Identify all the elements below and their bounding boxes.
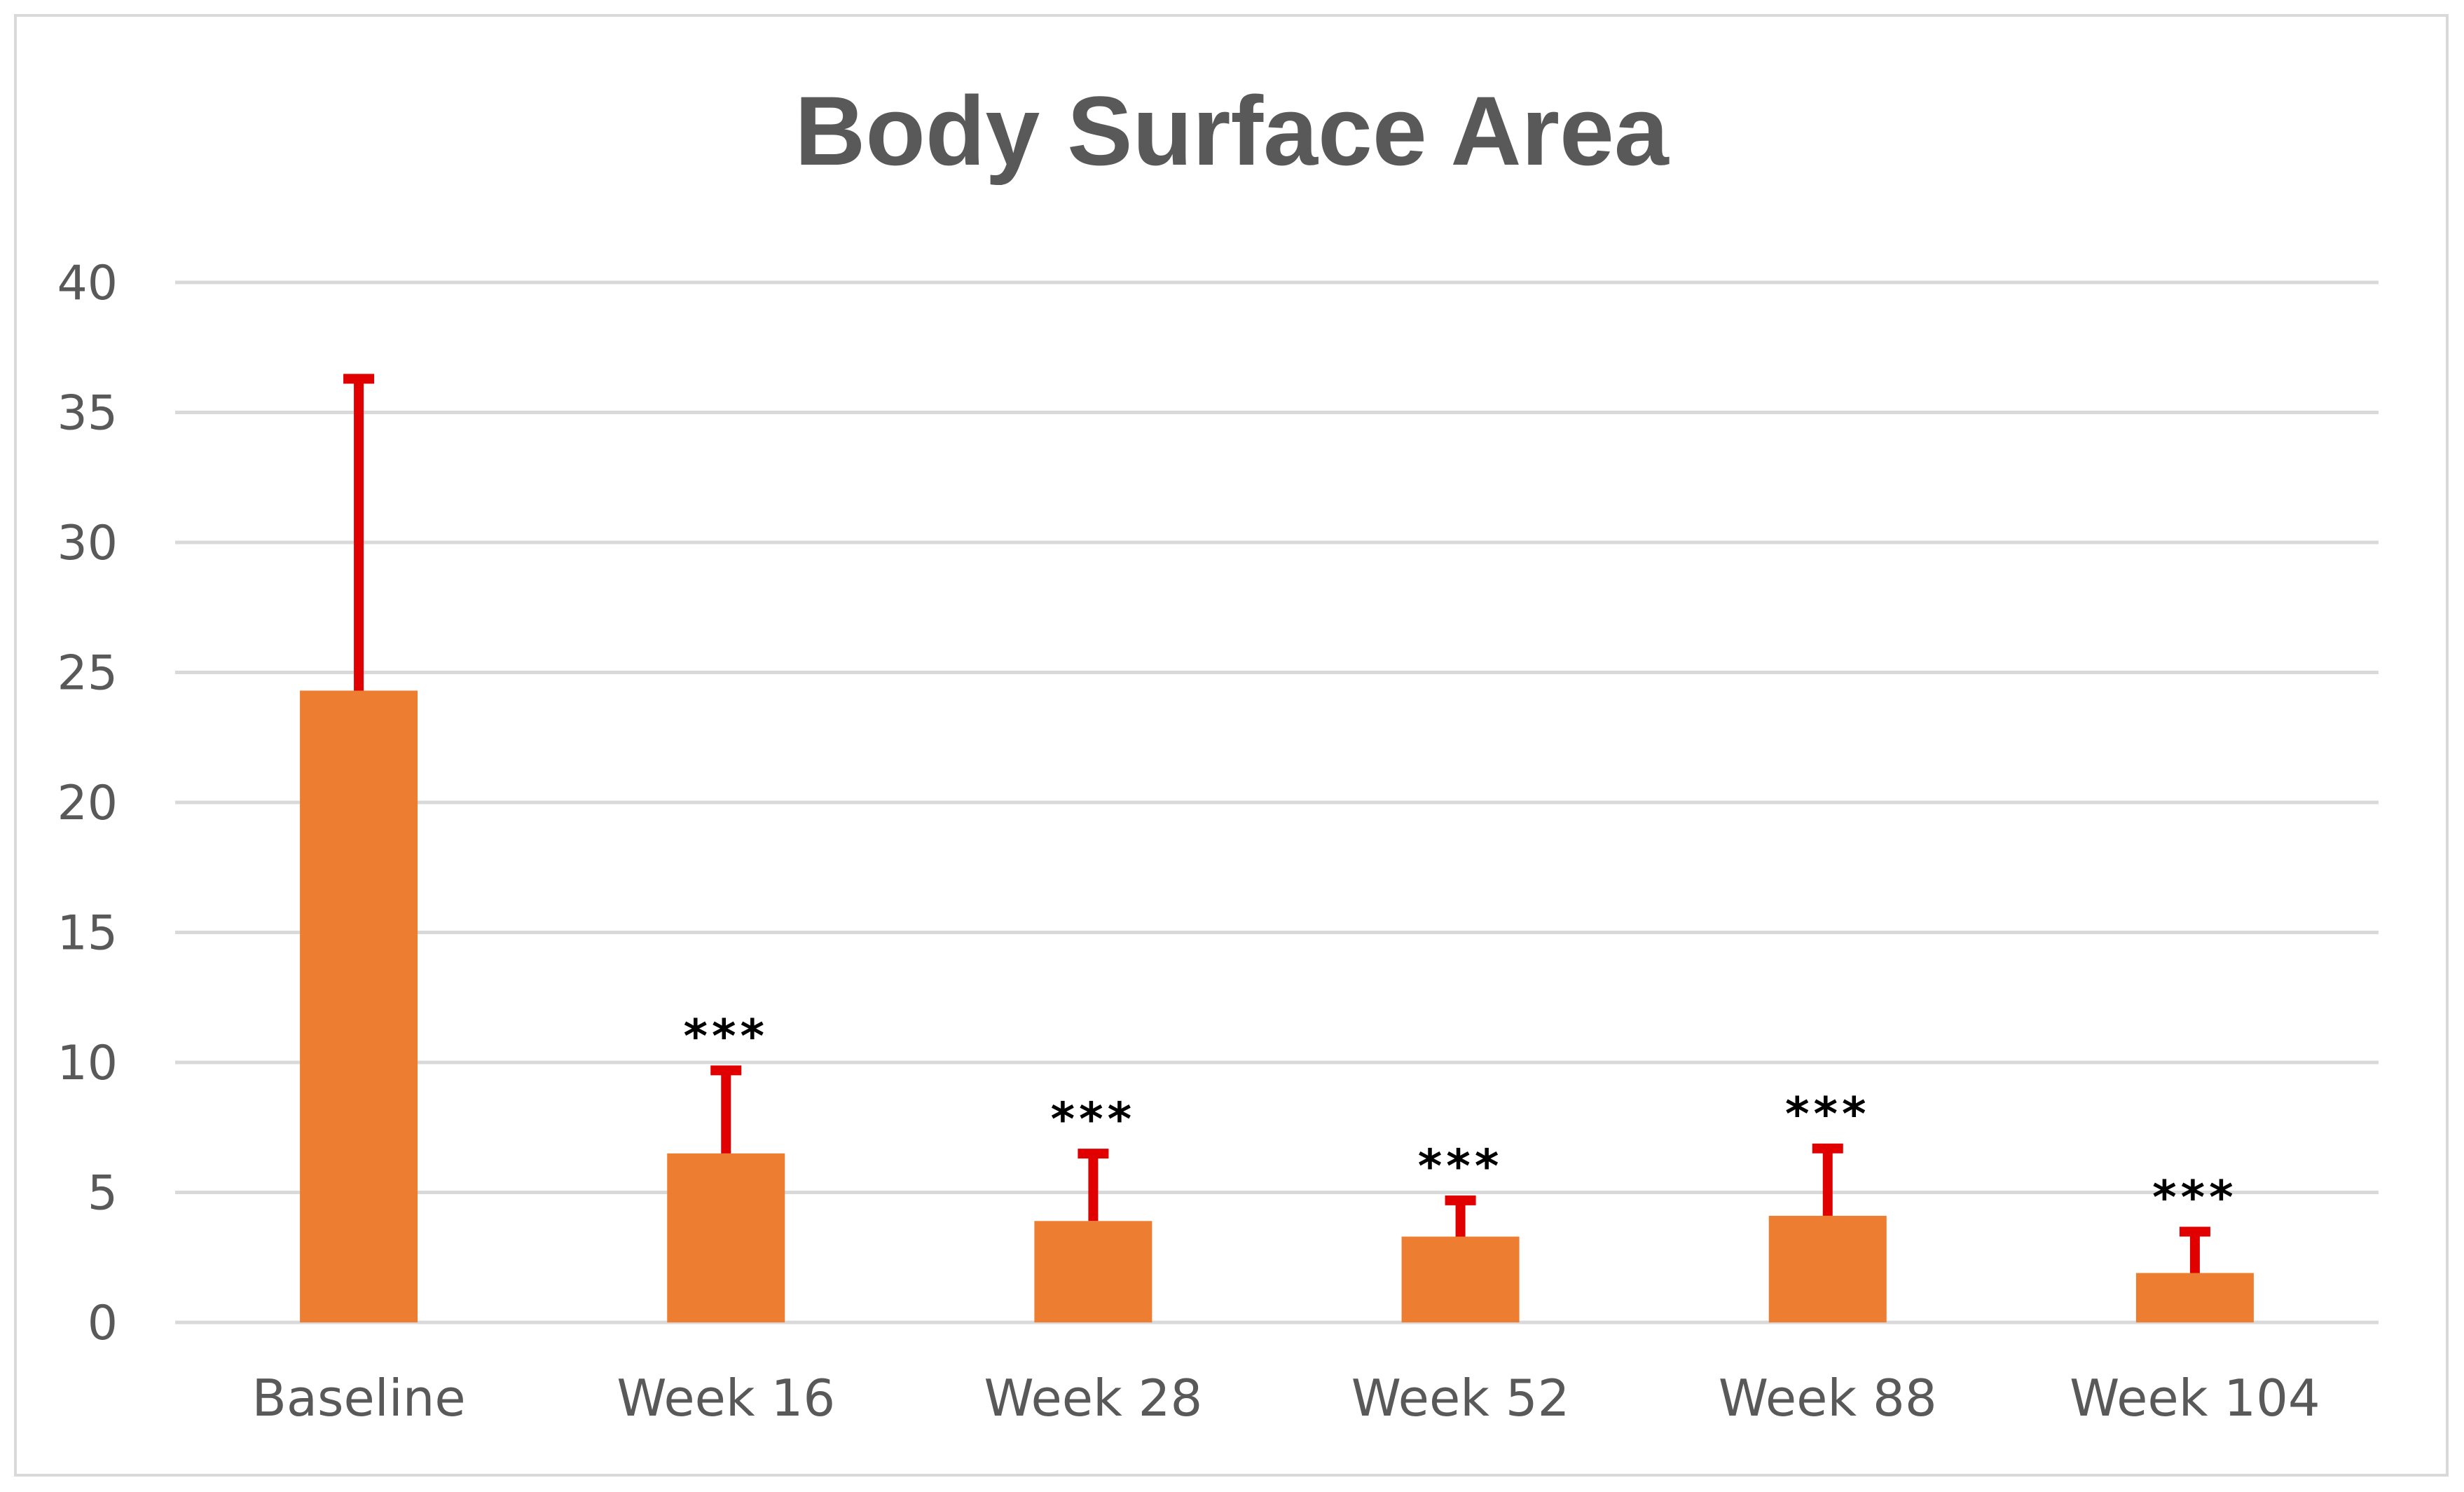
error-bars (343, 374, 2210, 1273)
x-category-label: Baseline (252, 1369, 465, 1428)
bar-week-104 (2135, 1273, 2254, 1322)
x-category-label: Week 104 (2070, 1369, 2320, 1428)
y-tick-label: 35 (57, 386, 118, 442)
bar-week-52 (1401, 1236, 1520, 1322)
y-tick-label: 30 (57, 516, 118, 571)
bars (300, 690, 2254, 1322)
x-category-label: Week 88 (1719, 1369, 1937, 1428)
significance-marker: *** (1418, 1139, 1503, 1193)
y-tick-label: 0 (88, 1296, 118, 1351)
bar-baseline (300, 690, 418, 1322)
bar-week-88 (1768, 1215, 1887, 1322)
y-tick-label: 10 (57, 1036, 118, 1091)
y-tick-label: 15 (57, 906, 118, 961)
chart-title: Body Surface Area (794, 76, 1670, 186)
x-category-label: Week 16 (617, 1369, 835, 1428)
x-category-label: Week 28 (984, 1369, 1203, 1428)
y-axis-ticks: 0 5 10 15 20 25 30 35 40 (57, 256, 118, 1351)
significance-marker: *** (683, 1009, 769, 1063)
y-tick-label: 40 (57, 256, 118, 311)
x-category-label: Week 52 (1351, 1369, 1570, 1428)
y-tick-label: 25 (57, 646, 118, 701)
significance-marker: *** (1051, 1093, 1136, 1147)
significance-marker: *** (2152, 1170, 2238, 1224)
significance-markers: *** *** *** *** *** (683, 1009, 2238, 1224)
y-tick-label: 5 (88, 1166, 118, 1221)
gridlines (175, 280, 2379, 1325)
y-tick-label: 20 (57, 776, 118, 831)
bar-week-28 (1034, 1221, 1152, 1322)
bar-week-16 (667, 1153, 785, 1322)
significance-marker: *** (1785, 1088, 1871, 1142)
chart-frame (14, 14, 2449, 1477)
x-axis-categories: Baseline Week 16 Week 28 Week 52 Week 88 Week… (252, 1369, 2320, 1428)
